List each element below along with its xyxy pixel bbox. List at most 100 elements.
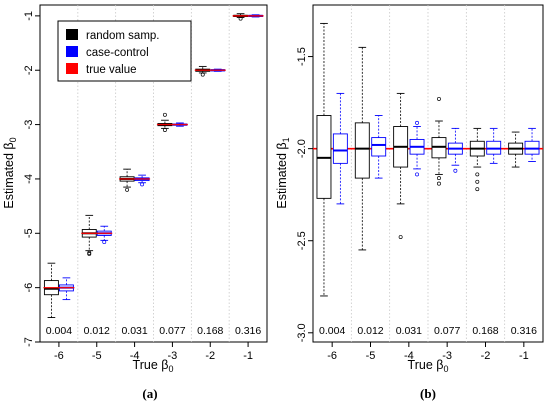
proportion-label: 0.012 (357, 325, 383, 337)
proportion-label: 0.004 (319, 325, 345, 337)
annotations-b: 0.004 0.012 0.031 0.077 0.168 0.316 (319, 325, 537, 337)
proportion-label: 0.077 (159, 325, 185, 337)
proportion-label: 0.004 (46, 325, 72, 337)
legend-label-case-control: case-control (86, 47, 149, 59)
box-group (81, 214, 97, 256)
legend: random samp. case-control true value (57, 20, 192, 82)
box-group (393, 92, 409, 239)
panel-b: -6 -5 -4 -3 -2 -1 -3.0 -2.5 -2.0 -1.5 0.004 0.012 0… (275, 4, 544, 401)
marks-a (43, 13, 264, 318)
box-group (486, 127, 502, 164)
y-tick-label: -4 (23, 174, 35, 184)
box-group (371, 115, 387, 179)
outlier-point (102, 240, 107, 244)
outlier-point (398, 235, 403, 239)
y-axis-label-b: Estimated β1 (275, 137, 291, 208)
x-axis-label-b: True β0 (408, 358, 449, 374)
proportion-label: 0.012 (84, 325, 110, 337)
box-group (119, 168, 135, 192)
marks-b (316, 22, 540, 297)
y-tick-label: -3 (23, 120, 35, 130)
x-tick-label: -6 (327, 350, 337, 362)
box (332, 133, 348, 164)
box-group (409, 120, 425, 177)
y-tick-label: -2.0 (296, 139, 308, 158)
y-tick-label: -3.0 (296, 323, 308, 342)
y-tick-label: -6 (23, 283, 35, 293)
proportion-label: 0.168 (197, 325, 223, 337)
box-group (233, 13, 249, 21)
box-group (508, 131, 524, 168)
panel-label-a: (a) (142, 386, 157, 401)
box (354, 122, 370, 179)
x-tick-label: -4 (404, 350, 414, 362)
legend-swatch-true-value (66, 63, 78, 74)
x-tick-label: -2 (205, 350, 215, 362)
annotations-a: 0.004 0.012 0.031 0.077 0.168 0.316 (46, 325, 262, 337)
legend-box (57, 20, 192, 82)
x-tick-label: -1 (519, 350, 529, 362)
x-tick-label: -4 (130, 350, 140, 362)
box-group (332, 92, 348, 205)
panel-label-b: (b) (420, 386, 436, 401)
outlier-point (125, 187, 130, 192)
box-group (524, 127, 540, 162)
box-group (316, 22, 332, 297)
y-axis-label-a: Estimated β0 (2, 137, 18, 208)
x-tick-label: -6 (54, 350, 64, 362)
outlier-point (453, 168, 458, 173)
legend-label-random: random samp. (86, 30, 160, 42)
box (371, 137, 387, 157)
outlier-point (238, 16, 243, 21)
box-group (195, 65, 211, 77)
ticks-a: -6 -5 -4 -3 -2 -1 -7 -6 -5 -4 -3 -2 -1 (23, 11, 253, 362)
y-tick-label: -2.5 (296, 231, 308, 250)
y-tick-label: -7 (23, 337, 35, 347)
legend-swatch-case-control (66, 46, 78, 57)
outlier-point (87, 251, 92, 256)
legend-label-true-value: true value (86, 64, 137, 76)
ticks-b: -6 -5 -4 -3 -2 -1 -3.0 -2.5 -2.0 -1.5 (296, 47, 529, 362)
x-tick-label: -3 (442, 350, 452, 362)
outlier-point (200, 72, 205, 77)
x-tick-label: -5 (366, 350, 376, 362)
outlier-point (475, 172, 480, 177)
proportion-label: 0.168 (472, 325, 498, 337)
outlier-point (140, 182, 145, 187)
outlier-point (437, 176, 441, 181)
panel-a: -6 -5 -4 -3 -2 -1-7-6-5-4-3-2-1 0.004 0.012 0.0… (2, 4, 268, 401)
x-tick-label: -2 (481, 350, 491, 362)
outlier-point (162, 112, 167, 117)
legend-swatch-random (66, 29, 78, 40)
y-tick-label: -1.5 (296, 47, 308, 66)
outlier-point (415, 120, 419, 125)
proportion-label: 0.316 (235, 325, 261, 337)
outlier-point (475, 179, 480, 184)
box-group (447, 127, 463, 173)
grid-b (350, 5, 506, 342)
x-tick-label: -5 (92, 350, 102, 362)
outlier-point (162, 128, 167, 132)
proportion-label: 0.077 (434, 325, 460, 337)
x-axis-label-a: True β0 (133, 358, 174, 374)
outlier-point (437, 96, 441, 101)
box-group (354, 46, 370, 251)
y-tick-label: -5 (23, 228, 35, 238)
y-tick-label: -2 (23, 65, 35, 75)
box-group (96, 225, 112, 244)
box-group (58, 277, 74, 301)
outlier-point (415, 172, 419, 177)
outlier-point (475, 187, 480, 192)
y-tick-label: -1 (23, 11, 35, 21)
outlier-point (437, 181, 441, 186)
proportion-label: 0.031 (121, 325, 147, 337)
x-tick-label: -1 (243, 350, 253, 362)
box-group (43, 262, 59, 318)
box-group (469, 127, 485, 192)
box-group (157, 112, 173, 132)
x-tick-label: -3 (168, 350, 178, 362)
box-group (134, 174, 150, 187)
proportion-label: 0.316 (511, 325, 537, 337)
box-group (431, 96, 447, 186)
